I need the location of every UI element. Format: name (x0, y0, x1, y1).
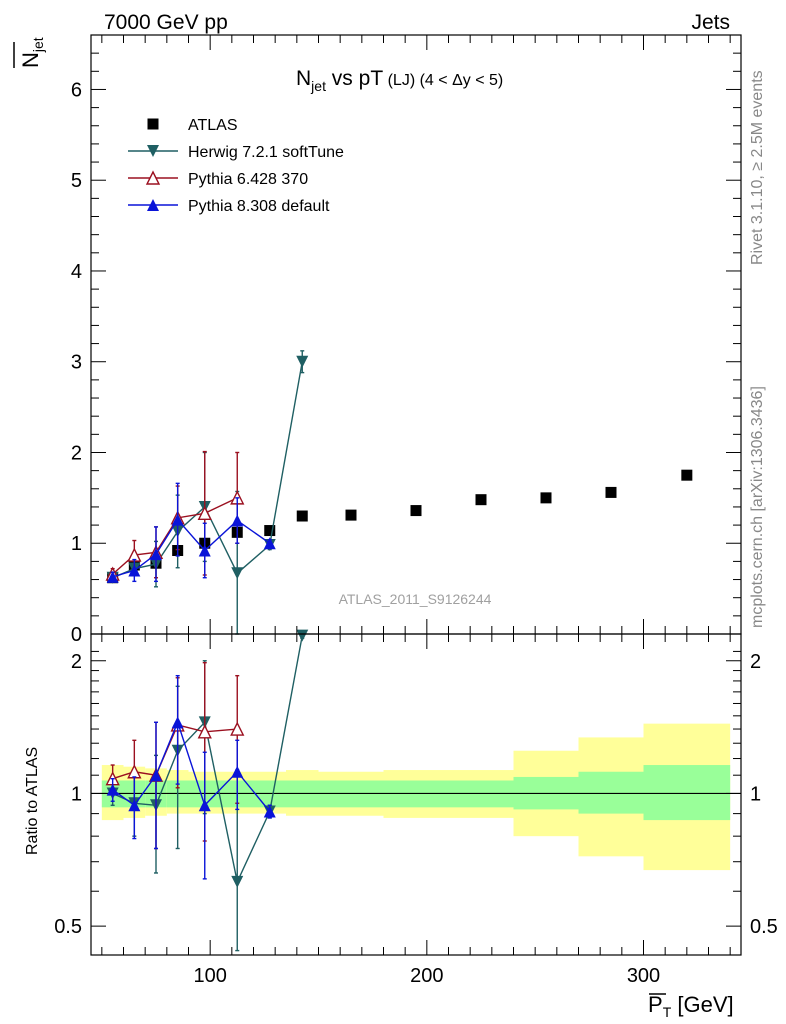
series-pythia-8-308-default (106, 482, 276, 583)
data-point (475, 494, 487, 506)
plot-frames (90, 34, 742, 956)
data-point (231, 765, 244, 778)
series-atlas (107, 469, 693, 584)
main-ylabel-sub: jet (30, 37, 46, 53)
data-point (150, 548, 162, 561)
series-pythia-6-428-370 (105, 450, 245, 581)
band-inner (643, 765, 731, 821)
ratio-series (105, 629, 309, 952)
data-point (198, 799, 211, 812)
data-point (128, 799, 141, 812)
main-title-rest: vs pT (326, 67, 383, 90)
legend-marker (147, 145, 159, 157)
series-line (112, 518, 271, 578)
main-y-tick-label: 3 (71, 352, 82, 374)
header-left: 7000 GeV pp (104, 11, 228, 34)
main-y-tick-label: 6 (71, 79, 82, 101)
series-pythia-8-308-default (106, 674, 276, 880)
legend-label: ATLAS (188, 117, 238, 134)
data-point (296, 355, 309, 368)
data-point (106, 783, 119, 796)
data-point (410, 505, 422, 517)
rivet-note: Rivet 3.1.10, ≥ 2.5M events (749, 70, 766, 265)
axis-ticks: 0 1 2 3 4 5 6 0.5 0.5 1 1 2 2 100 200 300 (54, 34, 778, 987)
legend-marker (145, 170, 161, 185)
legend-marker (147, 118, 159, 130)
main-title-small: (LJ) (4 < Δy < 5) (383, 72, 503, 89)
legend-item-herwig-7-2-1-softtune: Herwig 7.2.1 softTune (128, 144, 344, 161)
ratio-y-tick-label-right: 2 (750, 651, 761, 673)
ratio-frame (90, 633, 742, 956)
x-tick-label: 200 (410, 965, 443, 987)
data-point (231, 875, 244, 888)
main-title: Njet vs pT (LJ) (4 < Δy < 5) (296, 67, 503, 94)
header-right: Jets (691, 11, 730, 34)
data-point (681, 469, 693, 481)
main-title-sub: jet (310, 78, 326, 94)
svg-text:Njet: Njet (18, 37, 46, 68)
ratio-y-tick-label-left: 0.5 (54, 916, 82, 938)
data-point (231, 567, 244, 580)
data-point (106, 570, 119, 583)
ratio-bands (101, 723, 731, 871)
xlabel-rest: [GeV] (671, 992, 733, 1017)
series-herwig-7-2-1-softtune (106, 350, 309, 635)
data-point (540, 492, 552, 504)
legend-marker (147, 199, 159, 211)
main-ylabel: Njet (13, 37, 46, 68)
mcplots-note: mcplots.cern.ch [arXiv:1306.3436] (749, 386, 766, 628)
main-y-tick-label: 4 (71, 261, 82, 283)
data-point (128, 564, 141, 577)
data-point (171, 513, 184, 526)
main-y-tick-label: 2 (71, 442, 82, 464)
series-line (112, 635, 303, 885)
analysis-watermark: ATLAS_2011_S9126244 (339, 591, 492, 607)
data-point (605, 486, 617, 498)
legend-label: Pythia 6.428 370 (188, 171, 308, 188)
data-point (197, 505, 212, 520)
legend-item-atlas: ATLAS (147, 117, 238, 134)
ratio-ylabel: Ratio to ATLAS (24, 747, 41, 855)
legend-item-pythia-6-428-370: Pythia 6.428 370 (128, 170, 308, 188)
ratio-y-tick-label-left: 2 (71, 651, 82, 673)
legend-item-pythia-8-308-default: Pythia 8.308 default (128, 198, 330, 215)
main-y-tick-label: 5 (71, 170, 82, 192)
ratio-y-tick-label-right: 0.5 (750, 916, 778, 938)
ratio-y-tick-label-left: 1 (71, 783, 82, 805)
ratio-y-tick-label-right: 1 (750, 783, 761, 805)
x-tick-label: 100 (193, 965, 226, 987)
data-point (231, 514, 244, 527)
legend-label: Herwig 7.2.1 softTune (188, 144, 344, 161)
data-point (197, 724, 212, 739)
data-point (296, 510, 308, 522)
band-inner (578, 771, 644, 814)
main-y-tick-label: 1 (71, 533, 82, 555)
data-point (263, 805, 276, 818)
data-point (264, 525, 276, 537)
legend: ATLAS Herwig 7.2.1 softTune Pythia 6.428 3… (128, 117, 344, 215)
main-ylabel-main: N (18, 52, 43, 68)
xlabel-sub: T (663, 1004, 672, 1020)
data-point (171, 716, 184, 729)
xlabel: PT [GeV] (648, 992, 734, 1020)
data-point (345, 509, 357, 521)
svg-text:PT [GeV]: PT [GeV] (648, 992, 734, 1020)
data-point (150, 769, 162, 782)
x-tick-label: 300 (627, 965, 660, 987)
series-pythia-6-428-370 (105, 661, 245, 850)
main-series (105, 350, 693, 635)
data-point (198, 544, 211, 557)
main-y-tick-label: 0 (71, 624, 82, 646)
legend-label: Pythia 8.308 default (188, 198, 330, 215)
data-point (230, 721, 245, 736)
data-point (263, 537, 276, 550)
data-point (296, 629, 309, 642)
xlabel-main: P (648, 992, 663, 1017)
main-title-n: N (296, 67, 311, 90)
